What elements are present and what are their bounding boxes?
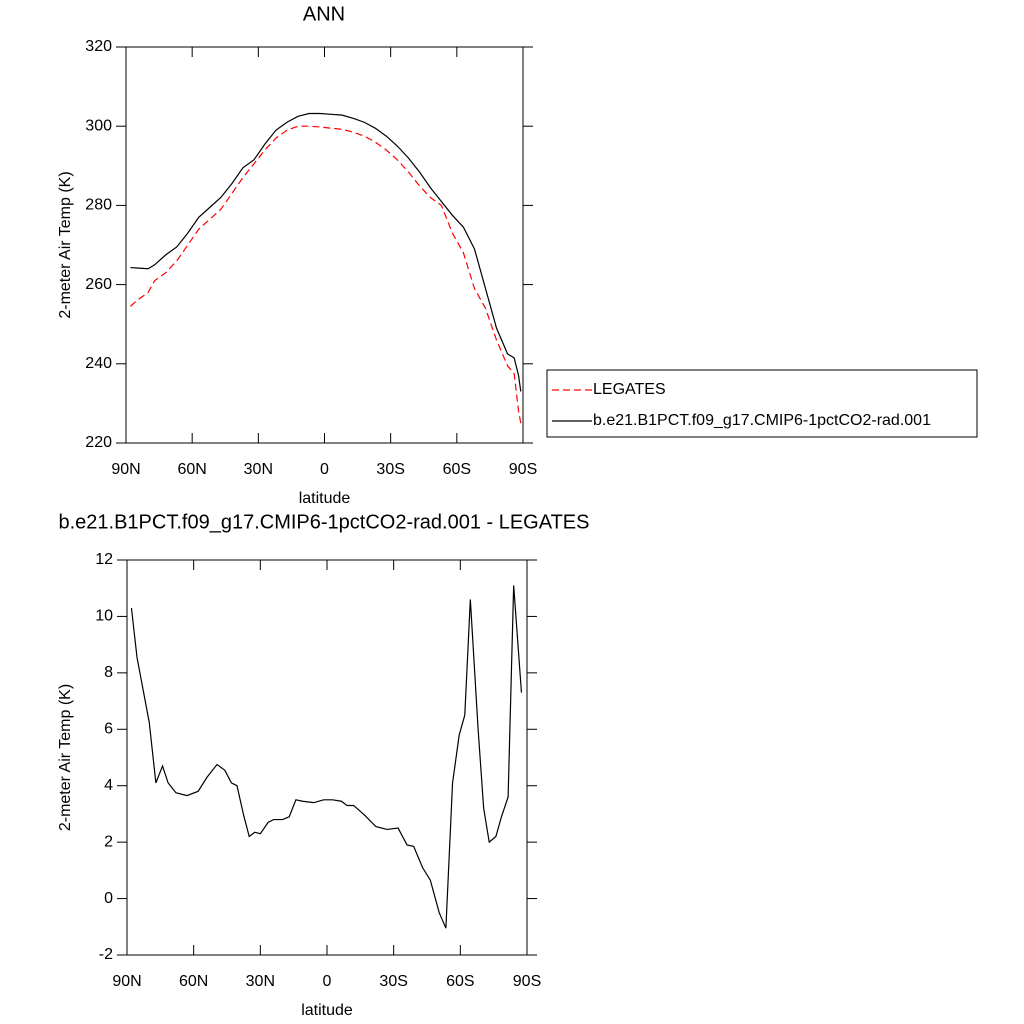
x-tick-label: 0 (323, 973, 332, 990)
x-tick-label: 60S (443, 461, 471, 478)
x-tick-label: 90S (509, 461, 537, 478)
x-tick-label: 60S (446, 973, 474, 990)
x-tick-label: 30S (379, 973, 407, 990)
x-tick-label: 90N (111, 461, 140, 478)
legend-label: b.e21.B1PCT.f09_g17.CMIP6-1pctCO2-rad.00… (593, 412, 931, 429)
data-line (130, 585, 523, 929)
y-axis-label: 2-meter Air Temp (K) (57, 684, 74, 831)
y-tick-label: 12 (95, 551, 113, 568)
plot-frame (125, 46, 524, 444)
y-tick-label: 320 (85, 38, 112, 55)
chart-title: ANN (303, 3, 345, 25)
y-tick-label: 2 (104, 833, 113, 850)
y-tick-label: 4 (104, 777, 113, 794)
x-tick-label: 30S (376, 461, 404, 478)
x-axis-label: latitude (301, 1002, 353, 1019)
plot-frame (126, 559, 528, 956)
x-tick-label: 0 (320, 461, 329, 478)
y-tick-label: 6 (104, 721, 113, 738)
x-tick-label: 60N (179, 973, 208, 990)
y-tick-label: 240 (85, 355, 112, 372)
legend-label: LEGATES (593, 381, 666, 398)
y-tick-label: 220 (85, 434, 112, 451)
data-line (130, 125, 522, 424)
data-line (130, 112, 522, 392)
x-axis-label: latitude (299, 490, 351, 507)
x-tick-label: 90N (112, 973, 141, 990)
legend-box (546, 369, 978, 438)
y-tick-label: 0 (104, 890, 113, 907)
y-tick-label: 280 (85, 197, 112, 214)
chart-title: b.e21.B1PCT.f09_g17.CMIP6-1pctCO2-rad.00… (58, 511, 589, 533)
y-tick-label: 300 (85, 117, 112, 134)
x-tick-label: 60N (177, 461, 206, 478)
x-tick-label: 30N (244, 461, 273, 478)
y-axis-label: 2-meter Air Temp (K) (57, 171, 74, 318)
x-tick-label: 90S (513, 973, 541, 990)
y-tick-label: 10 (95, 608, 113, 625)
x-tick-label: 30N (246, 973, 275, 990)
y-tick-label: 8 (104, 664, 113, 681)
y-tick-label: 260 (85, 276, 112, 293)
y-tick-label: -2 (99, 946, 113, 963)
